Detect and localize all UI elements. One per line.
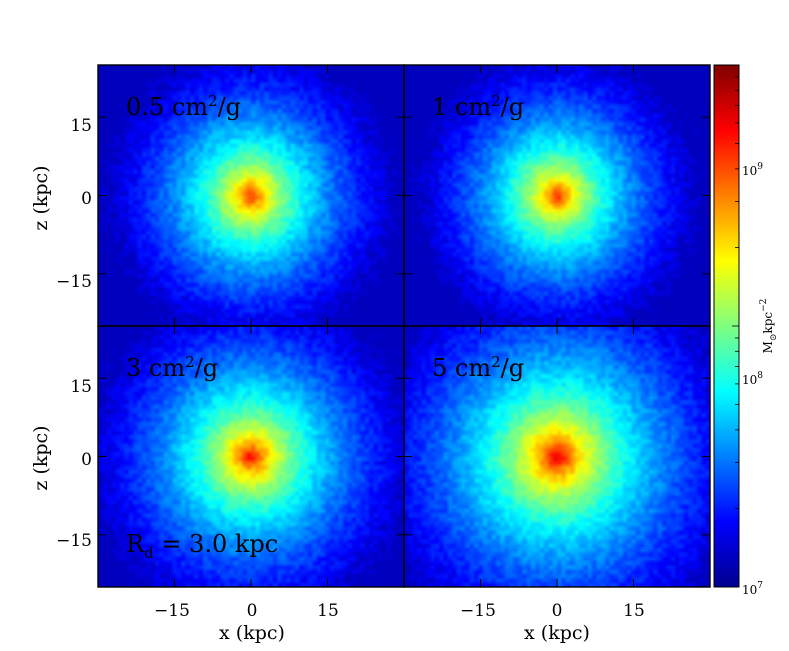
panel-label-2: 1 cm2/g xyxy=(432,92,524,121)
x-tick-labels: −15 0 15 −15 0 15 xyxy=(154,601,645,621)
panel-label-1: 0.5 cm2/g xyxy=(126,92,241,121)
panel-label-3: 3 cm2/g xyxy=(126,353,218,382)
heatmap-panel-3 xyxy=(98,326,404,587)
disk-scale-annotation: Rd = 3.0 kpc xyxy=(126,530,278,562)
colorbar-tick-label-1e9: 109 xyxy=(742,162,763,178)
x-axis-label-left: x (kpc) xyxy=(219,622,285,644)
y-tick-label-bot-15: 15 xyxy=(70,377,92,397)
y-axis-label-bottom: z (kpc) xyxy=(30,425,52,490)
colorbar-tick-label-1e7: 107 xyxy=(742,581,763,597)
y-axis-label-top: z (kpc) xyxy=(30,165,52,230)
colorbar-label: M⊙kpc−2 xyxy=(759,299,779,354)
y-tick-label-top-0: 0 xyxy=(81,189,92,209)
y-tick-labels: 15 0 −15 15 0 −15 xyxy=(56,116,92,551)
x-tick-label-right-0: 0 xyxy=(552,601,563,621)
x-tick-label-right-neg15: −15 xyxy=(460,601,496,621)
x-tick-label-left-neg15: −15 xyxy=(154,601,190,621)
y-tick-label-top-15: 15 xyxy=(70,116,92,136)
heatmap-panel-2 xyxy=(404,65,710,326)
x-tick-label-right-15: 15 xyxy=(623,601,645,621)
y-tick-label-top-neg15: −15 xyxy=(56,272,92,292)
colorbar-ticks xyxy=(732,76,739,588)
heatmap-panel-4 xyxy=(404,326,710,587)
y-tick-label-bot-neg15: −15 xyxy=(56,531,92,551)
x-tick-label-left-15: 15 xyxy=(317,601,339,621)
x-axis-label-right: x (kpc) xyxy=(524,622,590,644)
panels-group xyxy=(98,65,710,587)
panel-label-4: 5 cm2/g xyxy=(432,353,524,382)
heatmap-panel-1 xyxy=(98,65,404,326)
colorbar-tick-label-1e8: 108 xyxy=(742,371,763,387)
colorbar-tick-labels: 109 108 107 xyxy=(742,162,763,597)
tick-marks xyxy=(98,65,710,587)
y-tick-label-bot-0: 0 xyxy=(81,450,92,470)
x-tick-label-left-0: 0 xyxy=(247,601,258,621)
